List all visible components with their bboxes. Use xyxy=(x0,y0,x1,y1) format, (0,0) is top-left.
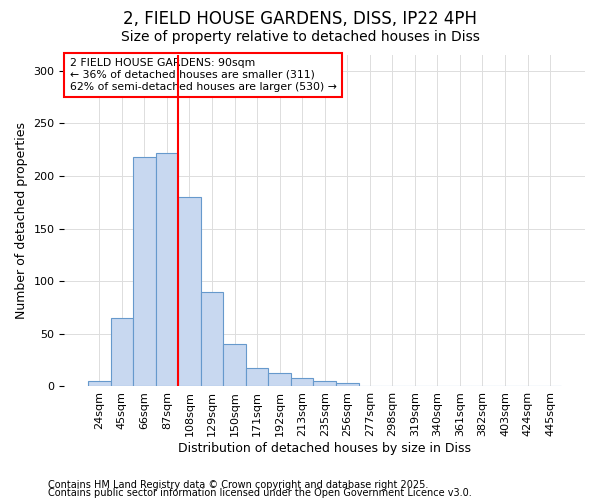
Bar xyxy=(110,318,133,386)
Bar xyxy=(246,368,268,386)
Bar xyxy=(291,378,313,386)
Bar xyxy=(201,292,223,386)
Bar xyxy=(313,381,336,386)
Bar xyxy=(133,157,155,386)
Bar xyxy=(178,197,201,386)
Bar xyxy=(268,373,291,386)
Text: 2, FIELD HOUSE GARDENS, DISS, IP22 4PH: 2, FIELD HOUSE GARDENS, DISS, IP22 4PH xyxy=(123,10,477,28)
Bar xyxy=(336,384,359,386)
Y-axis label: Number of detached properties: Number of detached properties xyxy=(15,122,28,319)
Text: Contains HM Land Registry data © Crown copyright and database right 2025.: Contains HM Land Registry data © Crown c… xyxy=(48,480,428,490)
Text: Contains public sector information licensed under the Open Government Licence v3: Contains public sector information licen… xyxy=(48,488,472,498)
Text: Size of property relative to detached houses in Diss: Size of property relative to detached ho… xyxy=(121,30,479,44)
Bar xyxy=(155,153,178,386)
Bar xyxy=(88,381,110,386)
Text: 2 FIELD HOUSE GARDENS: 90sqm
← 36% of detached houses are smaller (311)
62% of s: 2 FIELD HOUSE GARDENS: 90sqm ← 36% of de… xyxy=(70,58,337,92)
X-axis label: Distribution of detached houses by size in Diss: Distribution of detached houses by size … xyxy=(178,442,471,455)
Bar xyxy=(223,344,246,387)
